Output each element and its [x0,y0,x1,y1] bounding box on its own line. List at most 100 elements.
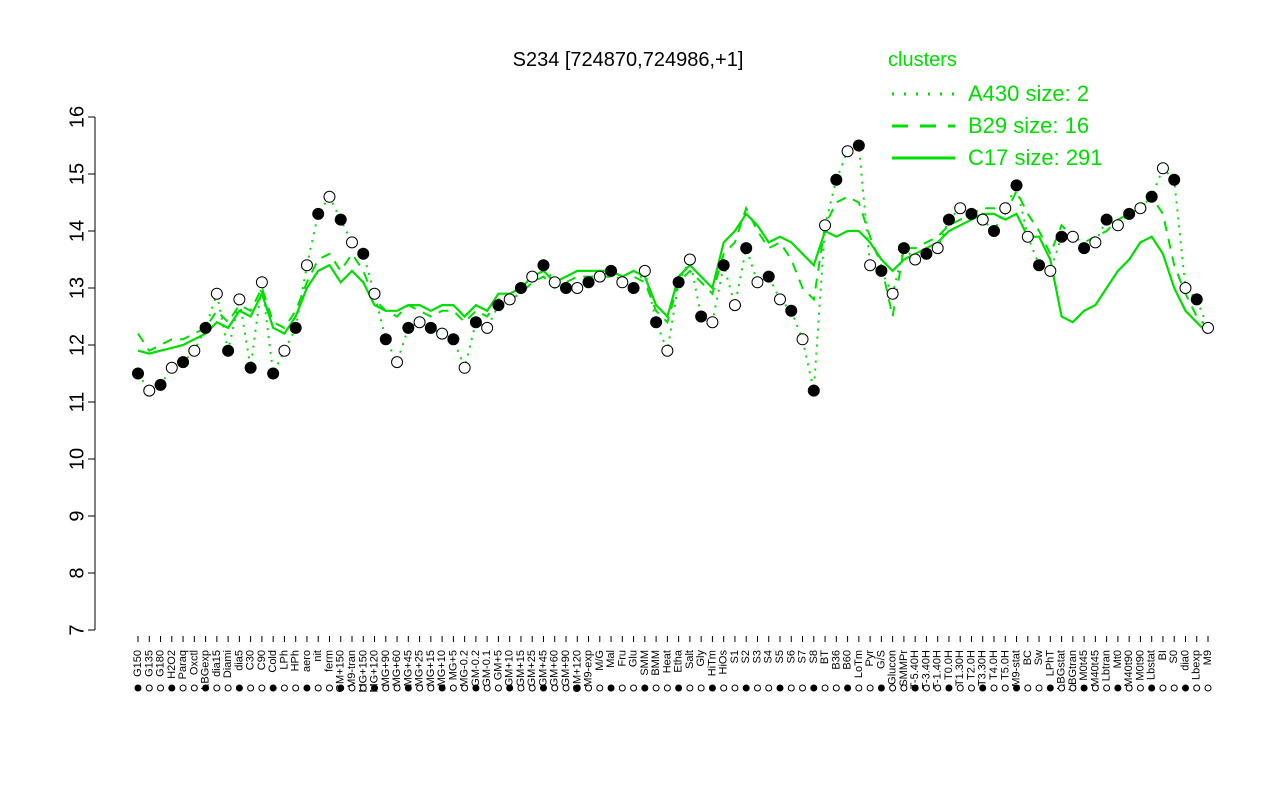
x-marker [247,684,255,692]
data-point [1156,162,1169,175]
data-point [177,356,190,369]
x-marker [753,684,761,692]
data-point [1111,219,1124,232]
x-marker [675,684,683,692]
x-tick-label: M9 [1202,650,1214,665]
data-point [413,316,426,329]
data-point [323,190,336,203]
x-tick-label: M9-exp [583,650,595,687]
x-tick-label: G135 [143,650,155,677]
x-tick-label: GM+90 [560,650,572,686]
x-tick-label: LPhT [1044,650,1056,677]
x-marker [382,684,390,692]
y-tick-label: 16 [66,106,88,128]
data-point [571,282,584,294]
x-tick-label: MG+60 [391,650,403,686]
x-tick-label: SMMPr [898,650,910,687]
data-point [1010,179,1023,192]
data-point [1044,264,1057,277]
x-tick-label: T2.0H [965,650,977,680]
data-point [1179,282,1192,294]
x-tick-label: MG+90 [380,650,392,686]
y-tick-label: 8 [66,567,88,578]
x-marker [1148,684,1156,692]
x-tick-label: Sw [1033,650,1045,665]
x-marker [945,684,953,692]
data-point [233,293,246,306]
x-tick-label: S5 [774,650,786,663]
data-point [503,293,516,306]
data-point [965,207,978,220]
x-tick-label: G150 [132,650,144,677]
x-marker [1091,684,1099,692]
data-point [548,276,561,289]
x-marker [461,684,469,692]
data-point [841,145,854,158]
data-point [875,264,888,277]
x-tick-label: Lbstat [1146,650,1158,680]
data-point [650,316,663,329]
x-tick-label: Diami [222,650,234,678]
y-tick-label: 14 [66,220,88,242]
data-point [706,316,719,329]
data-point [785,304,798,317]
data-point [469,316,482,329]
x-marker [235,684,243,692]
data-point [638,264,651,277]
x-tick-label: S0 [1168,650,1180,663]
data-point [165,361,178,374]
x-marker [1193,684,1201,692]
x-tick-label: B36 [830,650,842,670]
x-tick-label: Glucon [887,650,899,685]
data-point [1033,259,1046,272]
data-point [334,213,347,226]
x-marker [821,684,829,692]
x-tick-label: Oxctl [188,650,200,675]
data-point [627,282,640,294]
x-tick-label: C90 [256,650,268,670]
data-points [132,139,1214,397]
data-point [368,287,381,300]
data-point [942,213,955,226]
x-tick-label: Mal [605,650,617,668]
x-marker [686,684,694,692]
x-tick-label: T-5.40H [909,650,921,689]
x-tick-label: Pyr [864,650,876,667]
data-point [458,361,471,374]
legend: clusters A430 size: 2 B29 size: 16 C17 siz… [888,49,1103,170]
x-marker [551,684,559,692]
data-point [728,299,741,312]
x-tick-label: GM+120 [571,650,583,693]
x-marker [1136,684,1144,692]
x-marker [900,684,908,692]
data-point [796,333,809,346]
x-tick-label: BMM [650,650,662,676]
legend-title: clusters [888,49,957,71]
x-tick-label: MG+10 [436,650,448,686]
x-tick-label: Fru [616,650,628,667]
y-tick-label: 9 [66,510,88,521]
x-tick-label: LBGexp [200,650,212,690]
x-tick-label: S4 [763,650,775,663]
x-marker [1181,684,1189,692]
x-marker [528,684,536,692]
x-tick-label: GM+10 [504,650,516,686]
x-tick-label: S1 [729,650,741,663]
x-tick-label: MG+5 [447,650,459,680]
data-point [762,270,775,283]
x-tick-label: T1.30H [954,650,966,686]
x-tick-label: T4.0H [988,650,1000,680]
data-point [481,321,494,334]
data-point [357,247,370,260]
x-marker [404,684,412,692]
x-tick-label: MG-0.2 [459,650,471,687]
data-point [402,321,415,334]
y-axis: 7 8 9 10 11 12 13 14 15 16 [66,106,96,636]
x-marker [742,684,750,692]
data-point [199,321,212,334]
data-point [774,293,786,306]
x-tick-label: GM-0.1 [481,650,493,687]
data-point [920,247,933,260]
x-tick-label: LBGstat [1056,650,1068,690]
x-marker [979,684,987,692]
